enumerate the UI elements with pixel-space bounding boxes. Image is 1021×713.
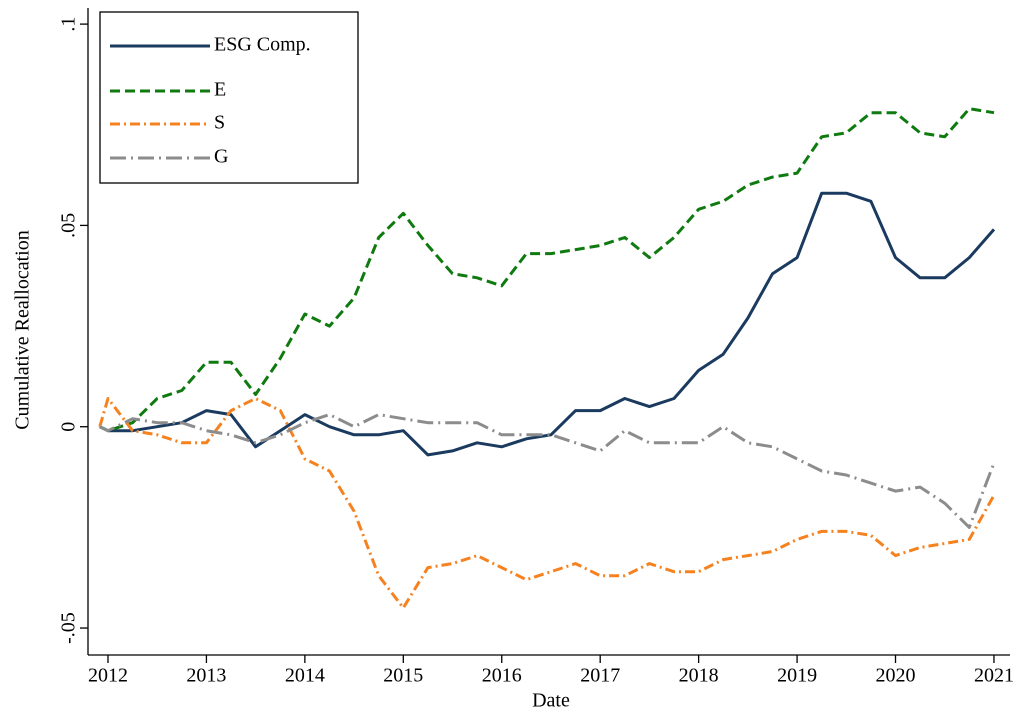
legend-box (99, 11, 359, 184)
x-tick-label: 2015 (383, 665, 423, 687)
series-line (99, 413, 996, 529)
x-tick-label: 2020 (876, 665, 916, 687)
x-tick-label: 2012 (88, 665, 128, 687)
y-tick-label: -.05 (58, 612, 80, 644)
y-tick-label: .1 (58, 17, 80, 32)
legend-label: S (214, 112, 225, 134)
series-line (98, 397, 996, 610)
legend-label: G (214, 146, 228, 168)
series-line (99, 191, 996, 457)
legend-label: E (214, 79, 226, 101)
y-axis-label: Cumulative Reallocation (12, 230, 34, 429)
legend-label: ESG Comp. (214, 34, 311, 56)
y-tick-label: 0 (58, 422, 80, 432)
x-tick-label: 2017 (580, 665, 620, 687)
x-tick-label: 2019 (777, 665, 817, 687)
y-tick-label: .05 (58, 213, 80, 238)
x-tick-label: 2016 (482, 665, 522, 687)
x-tick-label: 2013 (186, 665, 226, 687)
series-line (99, 107, 995, 433)
x-tick-label: 2018 (679, 665, 719, 687)
x-axis-label: Date (532, 690, 570, 712)
x-tick-label: 2014 (285, 665, 325, 687)
x-tick-label: 2021 (974, 665, 1014, 687)
